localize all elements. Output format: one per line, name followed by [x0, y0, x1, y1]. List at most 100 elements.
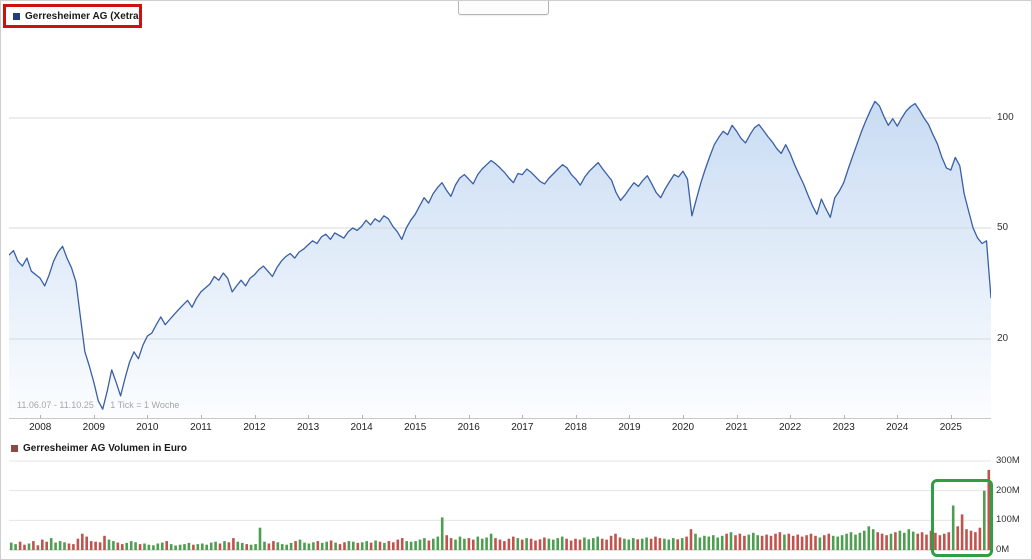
volume-bar: [796, 534, 799, 550]
volume-bar: [965, 529, 968, 550]
volume-bar: [432, 538, 435, 550]
volume-bar: [814, 535, 817, 550]
volume-bar: [209, 542, 213, 550]
volume-bar: [547, 538, 551, 550]
chart-range-label: 11.06.07 - 11.10.25 1 Tick = 1 Woche: [17, 400, 179, 410]
volume-bar: [867, 526, 871, 550]
volume-bar: [112, 541, 115, 550]
volume-bar: [9, 542, 13, 550]
volume-bar: [409, 541, 413, 550]
volume-bar: [569, 540, 573, 550]
volume-bar: [871, 529, 875, 550]
price-y-tick-label: 20: [997, 333, 1009, 344]
volume-bar: [609, 535, 613, 550]
volume-bar: [800, 536, 804, 550]
volume-bar: [943, 533, 946, 550]
volume-bar: [960, 514, 964, 550]
x-axis-year-label: 2020: [671, 422, 695, 433]
volume-bar: [121, 544, 124, 550]
volume-bar: [303, 542, 306, 550]
volume-bar: [334, 542, 337, 550]
volume-chart-canvas[interactable]: [9, 456, 991, 551]
volume-bar: [325, 541, 328, 550]
volume-bar: [343, 542, 346, 550]
volume-bar: [947, 532, 951, 550]
volume-bar: [27, 543, 31, 550]
volume-bar: [560, 536, 564, 550]
volume-bar: [938, 535, 942, 550]
volume-bar: [507, 538, 511, 550]
price-line: [9, 100, 991, 410]
volume-bar: [378, 541, 382, 550]
volume-bar: [23, 544, 26, 550]
volume-bar: [360, 542, 364, 550]
volume-bar: [178, 544, 182, 550]
volume-bar: [516, 538, 520, 550]
x-axis-year-label: 2019: [618, 422, 641, 433]
volume-bar: [565, 538, 568, 550]
volume-bar: [218, 543, 222, 550]
volume-bar: [778, 532, 782, 550]
volume-bar: [169, 544, 173, 550]
volume-bar: [898, 530, 902, 550]
volume-bar: [205, 544, 208, 550]
tick-interval-text: 1 Tick = 1 Woche: [110, 400, 180, 410]
x-axis-tick: [200, 415, 202, 419]
volume-bar: [489, 533, 493, 550]
price-chart-canvas[interactable]: [9, 31, 991, 419]
volume-bar: [720, 535, 724, 550]
volume-bar: [245, 544, 248, 550]
volume-bar: [143, 543, 146, 550]
volume-bar: [663, 538, 666, 550]
volume-bar: [467, 538, 471, 550]
volume-bar: [196, 544, 200, 550]
x-axis-year-label: 2008: [29, 422, 52, 433]
volume-bar: [725, 533, 728, 550]
floating-tab-fragment[interactable]: [458, 1, 549, 15]
volume-bar: [578, 539, 582, 550]
x-axis-tick: [40, 415, 42, 419]
volume-bar: [694, 533, 697, 550]
volume-bar: [94, 541, 97, 550]
volume-bar: [987, 469, 991, 550]
volume-bar: [294, 541, 297, 550]
volume-bar: [400, 538, 404, 550]
volume-bar: [129, 541, 133, 550]
volume-bar: [911, 531, 915, 550]
volume-bar: [716, 537, 719, 550]
x-axis-tick: [629, 415, 631, 419]
x-axis-tick: [575, 415, 577, 419]
volume-bar: [241, 542, 244, 550]
volume-bar: [894, 532, 897, 550]
volume-bar: [45, 541, 48, 550]
volume-bar: [223, 541, 226, 550]
volume-bar: [76, 538, 80, 550]
volume-bar: [147, 544, 151, 550]
volume-y-tick-label: 300M: [996, 454, 1020, 466]
volume-bar: [685, 536, 688, 550]
volume-bar: [703, 535, 706, 550]
x-axis-tick: [522, 415, 524, 419]
volume-bar: [289, 542, 293, 550]
volume-bar: [520, 539, 524, 550]
volume-series-swatch-icon: [11, 445, 18, 452]
volume-bar: [529, 538, 533, 550]
volume-bar: [791, 535, 795, 550]
volume-bar: [227, 542, 231, 550]
volume-bar: [14, 544, 17, 550]
volume-bar: [689, 529, 693, 550]
volume-bar: [267, 543, 271, 550]
volume-bar: [658, 538, 662, 550]
volume-bar: [756, 535, 759, 550]
volume-bar: [405, 541, 408, 550]
volume-bar: [107, 539, 111, 550]
volume-bar: [41, 539, 44, 550]
x-axis-year-label: 2016: [457, 422, 480, 433]
volume-bar: [285, 544, 288, 550]
volume-bar: [63, 542, 66, 550]
volume-bar: [774, 533, 777, 550]
volume-bar: [596, 536, 599, 550]
volume-bar: [352, 541, 355, 550]
volume-bar: [445, 535, 448, 550]
x-axis-year-label: 2018: [564, 422, 587, 433]
